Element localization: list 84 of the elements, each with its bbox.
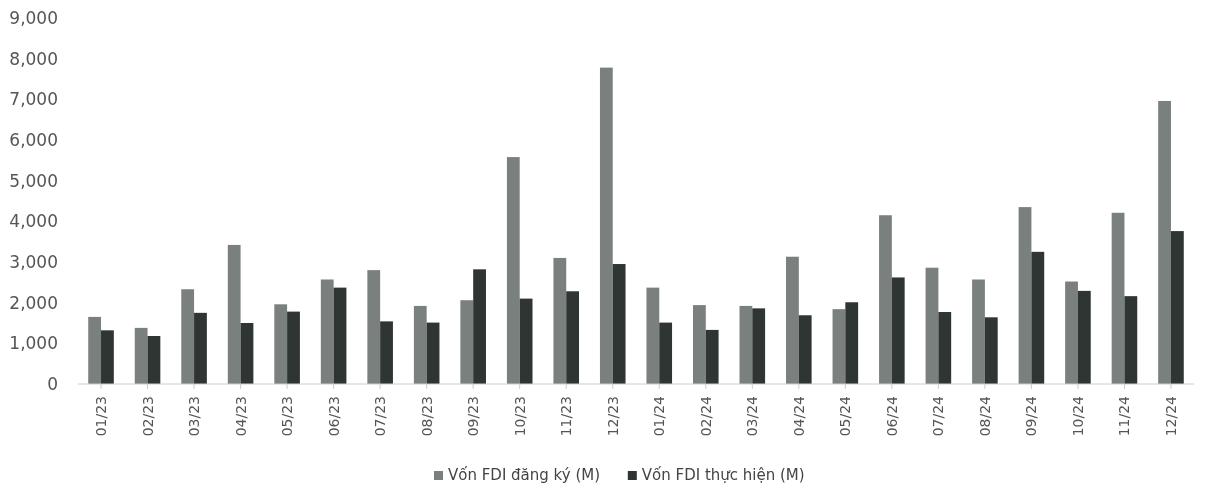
bar [88, 316, 102, 384]
bar [1018, 207, 1032, 384]
x-tick-label: 09/24 [1023, 395, 1040, 437]
x-tick-label: 10/23 [511, 396, 528, 437]
x-tick-label: 06/23 [325, 396, 342, 437]
bar [879, 215, 892, 384]
x-tick-label: 01/24 [651, 395, 668, 437]
bar [460, 300, 474, 384]
bar [333, 287, 347, 384]
x-tick-label: 02/23 [139, 396, 156, 437]
bar [972, 279, 985, 384]
y-tick-label: 8,000 [9, 48, 58, 69]
x-tick-label: 01/23 [93, 396, 110, 437]
bar [599, 67, 613, 384]
y-tick-label: 9,000 [9, 8, 58, 28]
y-tick-label: 1,000 [9, 333, 58, 354]
bar [646, 287, 660, 384]
bar [566, 291, 580, 384]
x-tick-label: 04/23 [232, 396, 249, 437]
bar [925, 267, 939, 384]
bar [705, 329, 719, 384]
bar [692, 305, 706, 384]
bar [938, 312, 952, 384]
bar [752, 308, 766, 384]
bar [845, 302, 859, 384]
bar [612, 264, 626, 384]
x-tick-label: 05/23 [279, 396, 296, 437]
bar [181, 289, 195, 384]
bar [798, 315, 812, 384]
bar [147, 336, 161, 384]
bar [227, 244, 241, 384]
legend-label: Vốn FDI đăng ký (M) [448, 466, 601, 484]
bar [659, 322, 673, 384]
bar [1111, 212, 1125, 384]
y-tick-label: 3,000 [9, 252, 58, 272]
bar [519, 298, 533, 384]
x-tick-label: 12/23 [604, 396, 621, 437]
bar [832, 309, 846, 384]
y-tick-label: 2,000 [9, 292, 58, 313]
y-tick-label: 4,000 [9, 211, 58, 232]
x-tick-label: 11/24 [1116, 395, 1133, 437]
x-tick-label: 02/24 [697, 395, 714, 437]
bar [413, 305, 427, 384]
bar [984, 317, 998, 384]
bar [1170, 231, 1184, 384]
bar [240, 323, 254, 384]
bar [553, 257, 567, 384]
bar [891, 277, 905, 384]
x-tick-label: 07/24 [930, 395, 947, 437]
bar [1077, 290, 1091, 384]
bar [1158, 100, 1171, 384]
x-tick-label: 09/23 [465, 396, 482, 437]
bar [506, 157, 520, 384]
bar [739, 305, 753, 384]
bar [101, 330, 114, 384]
x-tick-label: 03/24 [744, 395, 761, 437]
y-tick-label: 7,000 [9, 89, 58, 110]
bar [1031, 251, 1045, 384]
bar [134, 327, 148, 384]
bar [194, 312, 207, 384]
bar [426, 322, 440, 384]
x-tick-label: 03/23 [186, 396, 203, 437]
x-tick-label: 05/24 [837, 395, 854, 437]
bar [274, 304, 288, 384]
x-tick-label: 08/24 [976, 395, 993, 437]
x-tick-label: 06/24 [883, 395, 900, 437]
bar [473, 269, 486, 384]
x-tick-label: 12/24 [1162, 395, 1179, 437]
bar [1124, 296, 1138, 384]
legend-label: Vốn FDI thực hiện (M) [641, 466, 805, 484]
bar [786, 256, 799, 384]
bar [320, 279, 334, 384]
y-tick-label: 0 [47, 374, 58, 394]
bar [1065, 281, 1078, 384]
x-tick-label: 11/23 [558, 396, 575, 437]
bar [287, 311, 300, 384]
x-tick-label: 08/23 [418, 396, 435, 437]
y-tick-label: 6,000 [9, 130, 58, 150]
y-tick-label: 5,000 [9, 170, 58, 191]
bar [380, 321, 393, 384]
x-tick-label: 10/24 [1069, 395, 1086, 437]
x-tick-label: 07/23 [372, 396, 389, 437]
x-tick-label: 04/24 [790, 395, 807, 437]
bar [367, 270, 381, 384]
